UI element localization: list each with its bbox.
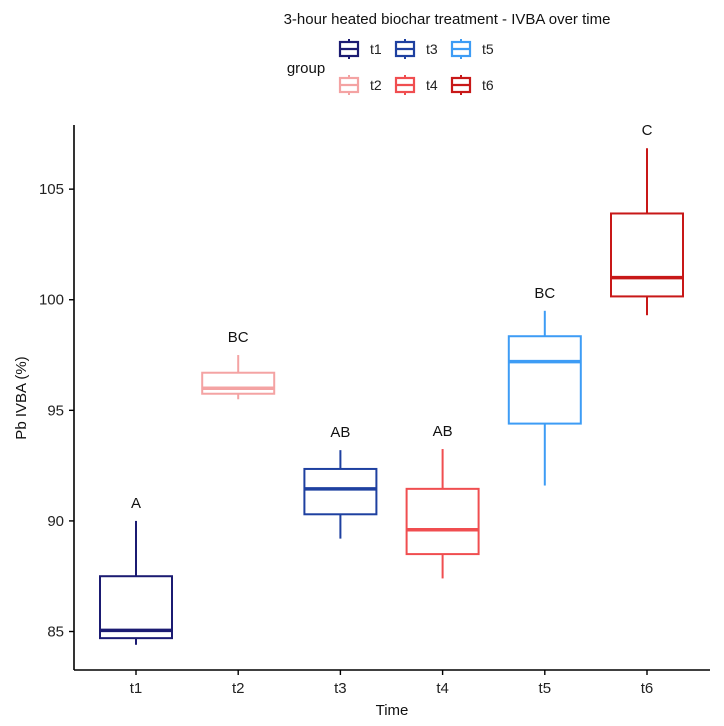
box-iqr	[610, 212, 684, 298]
legend-box-icon	[394, 75, 416, 95]
axes: Time Pb IVBA (%)	[13, 125, 710, 719]
x-tick-label: t4	[436, 680, 449, 697]
legend-label: t4	[426, 77, 438, 93]
legend-box-icon	[338, 75, 360, 95]
significance-label: A	[131, 495, 141, 512]
y-tick-label: 95	[47, 402, 64, 419]
y-axis-title: Pb IVBA (%)	[13, 356, 30, 439]
significance-label: AB	[330, 424, 350, 441]
legend-item-t1: t1	[338, 39, 382, 59]
legend-label: t1	[370, 41, 382, 57]
legend-item-t3: t3	[394, 39, 438, 59]
legend-box-icon	[394, 39, 416, 59]
y-tick-label: 100	[39, 292, 64, 309]
x-tick-label: t1	[130, 680, 143, 697]
significance-label: BC	[228, 329, 249, 346]
box-iqr	[507, 335, 582, 425]
legend-title: group	[287, 60, 325, 77]
legend-label: t5	[482, 41, 494, 57]
x-axis-title: Time	[376, 702, 409, 719]
y-tick-label: 85	[47, 624, 64, 641]
box-iqr	[99, 575, 173, 640]
legend-box-icon	[450, 75, 472, 95]
x-tick-label: t2	[232, 680, 245, 697]
y-ticks: 85 90 95 100 105	[39, 181, 74, 641]
legend-item-t5: t5	[450, 39, 494, 59]
y-tick-label: 90	[47, 513, 64, 530]
legend-label: t6	[482, 77, 494, 93]
x-tick-label: t5	[539, 680, 552, 697]
y-tick-label: 105	[39, 181, 64, 198]
legend: group t1 t3 t5 t2 t4 t6	[287, 39, 494, 95]
legend-box-icon	[450, 39, 472, 59]
chart-title: 3-hour heated biochar treatment - IVBA o…	[284, 11, 611, 28]
legend-item-t2: t2	[338, 75, 382, 95]
legend-box-icon	[338, 39, 360, 59]
significance-label: C	[642, 122, 653, 139]
box-iqr	[303, 467, 378, 516]
boxes: A BC AB AB BC C	[99, 122, 684, 645]
legend-item-t6: t6	[450, 75, 494, 95]
box-t4: AB	[405, 423, 480, 579]
box-t1: A	[99, 495, 173, 645]
box-t5: BC	[507, 285, 582, 486]
legend-label: t2	[370, 77, 382, 93]
significance-label: AB	[433, 423, 453, 440]
x-tick-label: t3	[334, 680, 347, 697]
box-t3: AB	[303, 424, 378, 539]
box-iqr	[201, 371, 276, 395]
x-ticks: t1 t2 t3 t4 t5 t6	[130, 670, 654, 697]
legend-item-t4: t4	[394, 75, 438, 95]
box-iqr	[405, 487, 480, 556]
significance-label: BC	[534, 285, 555, 302]
x-tick-label: t6	[641, 680, 654, 697]
box-t2: BC	[201, 329, 276, 400]
box-t6: C	[610, 122, 684, 316]
legend-label: t3	[426, 41, 438, 57]
